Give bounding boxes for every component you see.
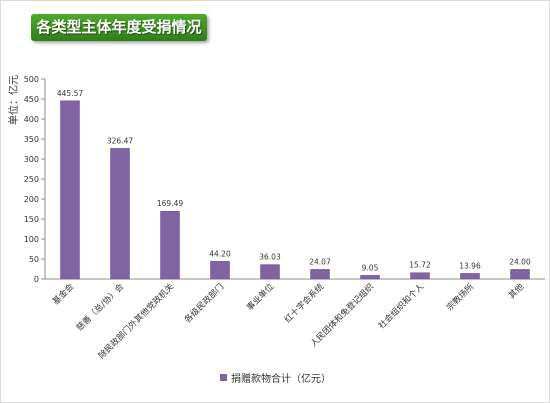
- y-tick-label: 400: [24, 115, 39, 124]
- bar-value-label: 15.72: [409, 261, 431, 270]
- y-tick-label: 350: [24, 135, 39, 144]
- bar: [260, 264, 280, 280]
- bar-value-label: 169.49: [157, 199, 183, 208]
- y-tick-label: 0: [34, 275, 39, 284]
- bar: [310, 269, 330, 280]
- x-tick-label: 各级民政部门: [182, 281, 226, 325]
- bar: [110, 148, 130, 280]
- bar-value-label: 44.20: [209, 249, 231, 258]
- bar-value-label: 24.00: [509, 257, 531, 266]
- x-tick-label: 社会组织和个人: [376, 281, 426, 331]
- bar: [460, 273, 480, 280]
- x-tick-label: 事业单位: [244, 281, 276, 313]
- y-tick-label: 300: [24, 155, 39, 164]
- chart-title: 各类型主体年度受捐情况: [31, 14, 207, 41]
- x-tick-label: 基金会: [50, 281, 76, 307]
- bar-value-label: 326.47: [107, 136, 133, 145]
- bar-value-label: 24.07: [309, 257, 331, 266]
- y-tick-label: 50: [29, 255, 39, 264]
- bar: [510, 269, 530, 280]
- bar: [60, 100, 80, 280]
- y-tick-label: 150: [24, 215, 39, 224]
- bar: [160, 210, 180, 280]
- bar-value-label: 36.03: [259, 253, 281, 262]
- bar-value-label: 445.57: [57, 89, 83, 98]
- y-tick-label: 500: [24, 75, 39, 84]
- value-labels: 445.57 326.47 169.49 44.20 36.03 24.07 9.05 15.…: [57, 89, 531, 273]
- x-tick-label: 宗教场所: [444, 281, 476, 313]
- y-axis: 0 50 100 150 200 250 300 350 400 450 500: [24, 75, 545, 284]
- y-tick-label: 250: [24, 175, 39, 184]
- bar-value-label: 13.96: [459, 261, 481, 270]
- legend: 捐赠款物合计（亿元）: [220, 370, 331, 385]
- legend-swatch: [220, 374, 227, 381]
- y-tick-label: 100: [24, 235, 39, 244]
- bar-value-label: 9.05: [362, 263, 379, 272]
- y-tick-label: 200: [24, 195, 39, 204]
- bars: [60, 100, 530, 280]
- bar: [360, 275, 380, 280]
- y-axis-title: 单位：亿元: [7, 75, 20, 125]
- x-tick-label: 其他: [506, 281, 526, 301]
- x-tick-label: 慈善（总/协）会: [74, 281, 126, 333]
- y-tick-label: 450: [24, 95, 39, 104]
- x-tick-label: 红十字会系统: [282, 281, 326, 325]
- bar: [410, 272, 430, 280]
- bar: [210, 261, 230, 280]
- legend-label: 捐赠款物合计（亿元）: [231, 374, 331, 385]
